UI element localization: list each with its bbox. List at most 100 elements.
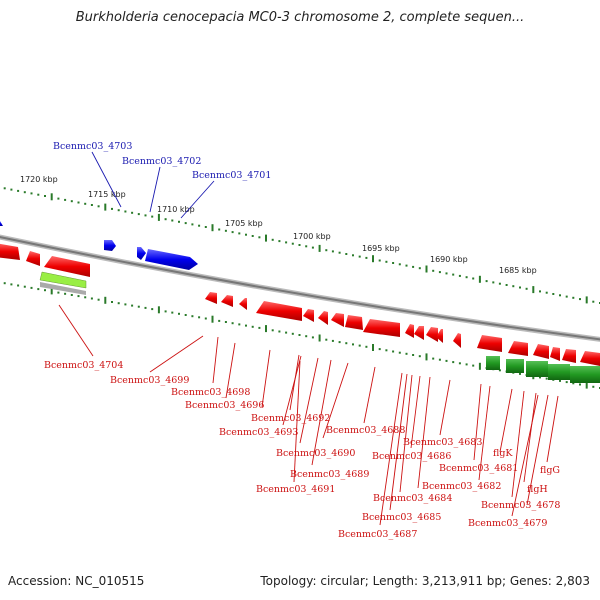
scale-label: 1710 kbp (157, 205, 195, 214)
minor-tick (325, 249, 328, 252)
gene-bcenmc03-4703[interactable] (104, 240, 116, 251)
gene-label[interactable]: Bcenmc03_4702 (122, 156, 201, 167)
gene-bcenmc03-4691[interactable] (345, 315, 363, 330)
gene-bcenmc03-4689[interactable] (331, 313, 344, 327)
gene-bcenmc03-4693[interactable] (256, 301, 302, 321)
minor-tick (458, 274, 461, 277)
gene-bcenmc03-4682[interactable] (477, 335, 502, 352)
gene-flgg[interactable] (562, 349, 576, 363)
major-tick (157, 306, 160, 314)
minor-tick (164, 218, 167, 221)
forward-gene-labels: Bcenmc03_4703 Bcenmc03_4702 Bcenmc03_470… (53, 141, 271, 181)
minor-tick (338, 251, 341, 254)
minor-tick (445, 272, 448, 275)
gene-label[interactable]: Bcenmc03_4685 (362, 512, 441, 523)
minor-tick (472, 277, 475, 280)
minor-tick (565, 295, 568, 298)
gene-label[interactable]: Bcenmc03_4689 (290, 469, 369, 480)
gene-label[interactable]: Bcenmc03_4681 (439, 463, 518, 474)
gene-bcenmc03-4696[interactable] (239, 298, 247, 310)
major-tick (532, 286, 535, 294)
gene-label[interactable]: flgK (493, 448, 513, 459)
gene-bcenmc03-4681[interactable] (508, 341, 528, 356)
gene-bcenmc03-4679[interactable] (580, 351, 600, 366)
gene-label[interactable]: Bcenmc03_4701 (192, 170, 271, 181)
gene-flgk[interactable] (533, 344, 549, 359)
major-tick (265, 325, 267, 333)
gene-label[interactable]: Bcenmc03_4688 (326, 425, 405, 436)
gene-bcenmc03-4688[interactable] (363, 319, 400, 337)
gene-green[interactable] (548, 364, 570, 380)
minor-tick (3, 187, 6, 190)
minor-tick (23, 285, 26, 288)
reverse-genes (0, 243, 600, 366)
minor-tick (224, 229, 227, 232)
gene-bcenmc03-4690[interactable] (318, 311, 328, 325)
scale-label: 1720 kbp (20, 175, 58, 184)
gene-bcenmc03-4692[interactable] (303, 309, 314, 322)
minor-tick (432, 357, 435, 360)
gene-label[interactable]: Bcenmc03_4691 (256, 484, 335, 495)
gene-bcenmc03-4698[interactable] (221, 295, 233, 307)
gene-bcenmc03-4686[interactable] (414, 326, 424, 340)
minor-tick (137, 213, 140, 216)
gene-reverse[interactable] (26, 251, 40, 266)
gene-flgh[interactable] (550, 347, 560, 361)
outer-scale-track (3, 187, 600, 304)
gene-green[interactable] (526, 361, 548, 377)
gene-bcenmc03-4704-neighbor[interactable] (44, 256, 90, 277)
gene-label[interactable]: Bcenmc03_4693 (219, 427, 298, 438)
map-title: Burkholderia cenocepacia MC0-3 chromosom… (75, 10, 525, 25)
gene-label[interactable]: flgH (527, 484, 548, 495)
minor-tick (271, 238, 274, 241)
gene-bcenmc03-4687[interactable] (405, 324, 414, 338)
minor-tick (438, 271, 441, 274)
major-tick (425, 265, 428, 273)
gene-label[interactable]: Bcenmc03_4692 (251, 413, 330, 424)
gene-label[interactable]: Bcenmc03_4683 (403, 437, 482, 448)
minor-tick (117, 302, 120, 305)
gene-bcenmc03-4702[interactable] (137, 247, 146, 260)
minor-tick (539, 376, 541, 379)
forward-leader-lines (91, 151, 215, 219)
gene-highlight[interactable] (39, 271, 87, 289)
reverse-leader-lines (58, 304, 559, 526)
minor-tick (131, 304, 134, 307)
major-tick (585, 381, 588, 389)
gene-bcenmc03-4684[interactable] (436, 329, 443, 343)
gene-label[interactable]: Bcenmc03_4703 (53, 141, 132, 152)
minor-tick (111, 301, 113, 303)
gene-bcenmc03-4701[interactable] (145, 249, 198, 270)
gene-label[interactable]: Bcenmc03_4696 (185, 400, 264, 411)
minor-tick (338, 341, 341, 344)
gene-label[interactable]: Bcenmc03_4678 (481, 500, 560, 511)
gene-green[interactable] (506, 359, 524, 373)
gene-label[interactable]: Bcenmc03_4687 (338, 529, 417, 540)
gene-bcenmc03-4683[interactable] (453, 333, 461, 348)
minor-tick (204, 317, 207, 320)
gene-green[interactable] (570, 366, 600, 383)
gene-label[interactable]: Bcenmc03_4679 (468, 518, 547, 529)
minor-tick (238, 323, 241, 326)
gene-label[interactable]: Bcenmc03_4704 (44, 360, 123, 371)
scale-label: 1695 kbp (362, 244, 400, 253)
gene-forward-edge[interactable] (0, 221, 3, 226)
gene-label[interactable]: Bcenmc03_4684 (373, 493, 452, 504)
gene-label[interactable]: Bcenmc03_4682 (422, 481, 501, 492)
gene-label[interactable]: flgG (540, 465, 560, 476)
gene-reverse[interactable] (0, 243, 20, 260)
gene-bcenmc03-4699[interactable] (205, 292, 217, 304)
minor-tick (519, 372, 521, 375)
minor-tick (418, 267, 421, 270)
minor-tick (432, 269, 435, 272)
gene-bcenmc03-4685[interactable] (426, 327, 438, 342)
minor-tick (405, 264, 408, 267)
minor-tick (3, 282, 6, 285)
gene-label[interactable]: Bcenmc03_4690 (276, 448, 355, 459)
minor-tick (124, 303, 127, 306)
gene-label[interactable]: Bcenmc03_4699 (110, 375, 189, 386)
gene-green[interactable] (486, 356, 500, 370)
minor-tick (452, 273, 455, 276)
gene-label[interactable]: Bcenmc03_4686 (372, 451, 451, 462)
gene-label[interactable]: Bcenmc03_4698 (171, 387, 250, 398)
